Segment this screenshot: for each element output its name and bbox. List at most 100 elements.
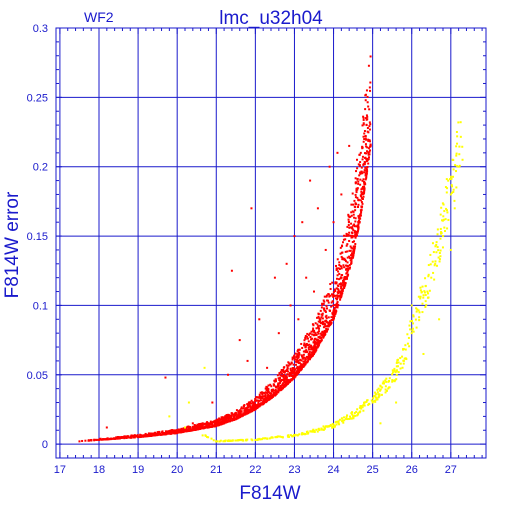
data-point bbox=[282, 376, 285, 379]
data-point bbox=[266, 395, 269, 398]
data-point bbox=[341, 274, 344, 277]
data-point bbox=[222, 417, 225, 420]
data-point bbox=[424, 305, 427, 308]
data-point bbox=[353, 223, 356, 226]
data-point bbox=[350, 236, 353, 239]
data-point bbox=[277, 435, 280, 438]
data-point bbox=[261, 393, 264, 396]
data-point bbox=[357, 412, 360, 415]
data-point bbox=[351, 234, 354, 237]
data-point bbox=[350, 246, 353, 249]
data-point bbox=[299, 358, 302, 361]
data-point bbox=[182, 427, 185, 430]
data-point bbox=[305, 342, 308, 345]
data-point bbox=[205, 424, 208, 427]
data-point bbox=[354, 196, 357, 199]
data-point bbox=[424, 277, 427, 280]
data-point bbox=[250, 438, 253, 441]
data-point bbox=[347, 268, 350, 271]
data-point bbox=[297, 348, 300, 351]
data-point bbox=[227, 418, 230, 421]
data-point bbox=[320, 321, 323, 324]
data-point bbox=[300, 354, 303, 357]
data-point bbox=[368, 150, 371, 153]
data-point bbox=[364, 99, 367, 102]
data-point bbox=[435, 243, 438, 246]
data-point bbox=[286, 366, 289, 369]
data-point bbox=[289, 373, 292, 376]
data-point bbox=[201, 422, 204, 425]
data-point bbox=[361, 193, 364, 196]
y-tick-label: 0.25 bbox=[27, 92, 48, 104]
data-point bbox=[350, 412, 353, 415]
data-point bbox=[134, 434, 137, 437]
data-point bbox=[453, 207, 456, 210]
data-point bbox=[327, 293, 330, 296]
data-point bbox=[332, 291, 335, 294]
data-point bbox=[334, 281, 337, 284]
data-point bbox=[303, 360, 306, 363]
data-point bbox=[259, 391, 262, 394]
data-point bbox=[360, 209, 363, 212]
data-point bbox=[291, 367, 294, 370]
data-point bbox=[456, 142, 459, 145]
data-point bbox=[350, 231, 353, 234]
data-point bbox=[368, 125, 371, 128]
data-point bbox=[344, 238, 347, 241]
data-point bbox=[346, 418, 349, 421]
data-point bbox=[438, 252, 441, 255]
data-point bbox=[309, 179, 312, 182]
x-tick-label: 23 bbox=[288, 464, 300, 476]
data-point bbox=[436, 228, 439, 231]
data-point bbox=[353, 247, 356, 250]
data-point bbox=[337, 422, 340, 425]
data-point bbox=[307, 358, 310, 361]
data-point bbox=[362, 185, 365, 188]
data-point bbox=[346, 271, 349, 274]
data-point bbox=[360, 188, 363, 191]
data-point bbox=[302, 353, 305, 356]
data-point bbox=[207, 422, 210, 425]
data-point bbox=[324, 323, 327, 326]
data-point bbox=[311, 348, 314, 351]
data-point bbox=[454, 164, 457, 167]
data-point bbox=[377, 396, 380, 399]
data-point bbox=[304, 337, 307, 340]
data-point bbox=[328, 309, 331, 312]
data-point bbox=[370, 399, 373, 402]
data-point bbox=[153, 432, 156, 435]
data-point bbox=[332, 425, 335, 428]
data-point bbox=[347, 213, 350, 216]
data-point bbox=[312, 350, 315, 353]
data-point bbox=[326, 299, 329, 302]
data-point bbox=[340, 193, 343, 196]
data-point bbox=[445, 209, 448, 212]
data-point bbox=[399, 362, 402, 365]
data-point bbox=[156, 431, 159, 434]
data-point bbox=[315, 338, 318, 341]
data-point bbox=[303, 339, 306, 342]
data-point bbox=[334, 297, 337, 300]
data-point bbox=[249, 402, 252, 405]
data-point bbox=[197, 426, 200, 429]
data-point bbox=[319, 324, 322, 327]
data-point bbox=[337, 270, 340, 273]
data-point bbox=[260, 399, 263, 402]
data-point bbox=[455, 130, 458, 133]
data-point bbox=[262, 437, 265, 440]
data-point bbox=[350, 214, 353, 217]
data-point bbox=[325, 425, 328, 428]
data-point bbox=[363, 169, 366, 172]
data-point bbox=[301, 346, 304, 349]
data-point bbox=[139, 435, 142, 438]
data-point bbox=[359, 214, 362, 217]
data-point bbox=[315, 349, 318, 352]
data-point bbox=[353, 235, 356, 238]
data-point bbox=[345, 264, 348, 267]
data-point bbox=[354, 209, 357, 212]
data-point bbox=[361, 124, 364, 127]
data-point bbox=[286, 381, 289, 384]
data-point bbox=[331, 312, 334, 315]
data-point bbox=[215, 440, 218, 443]
data-point bbox=[338, 261, 341, 264]
